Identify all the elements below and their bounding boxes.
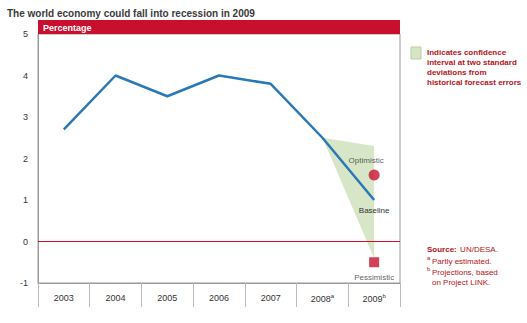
svg-text:UN/DESA.: UN/DESA. [460, 245, 498, 254]
svg-text:Pessimistic: Pessimistic [354, 273, 394, 282]
svg-text:a: a [427, 255, 431, 261]
svg-text:on Project LINK.: on Project LINK. [432, 278, 490, 287]
svg-text:1: 1 [23, 195, 28, 205]
svg-text:2008: 2008 [311, 294, 331, 304]
svg-text:2006: 2006 [209, 293, 229, 303]
svg-text:b: b [382, 293, 386, 299]
svg-text:The world economy could fall i: The world economy could fall into recess… [7, 8, 255, 19]
svg-text:-1: -1 [20, 278, 28, 288]
svg-text:2004: 2004 [106, 293, 126, 303]
svg-text:0: 0 [23, 237, 28, 247]
svg-text:4: 4 [23, 71, 28, 81]
svg-text:2: 2 [23, 154, 28, 164]
svg-text:deviations from: deviations from [427, 68, 489, 77]
svg-text:3: 3 [23, 112, 28, 122]
svg-text:2003: 2003 [54, 293, 74, 303]
svg-text:5: 5 [23, 29, 28, 39]
svg-text:Indicates confidence: Indicates confidence [427, 48, 508, 57]
svg-text:Partly estimated.: Partly estimated. [432, 257, 492, 266]
svg-text:a: a [331, 293, 335, 299]
svg-text:historical forecast errors: historical forecast errors [427, 78, 522, 87]
svg-text:2007: 2007 [261, 293, 281, 303]
svg-text:Projections, based: Projections, based [432, 268, 500, 277]
svg-text:interval at two standard: interval at two standard [427, 58, 519, 67]
svg-text:Optimistic: Optimistic [349, 156, 384, 165]
svg-text:2009: 2009 [362, 294, 382, 304]
svg-text:b: b [427, 266, 431, 272]
svg-text:Percentage: Percentage [43, 23, 92, 33]
svg-text:2005: 2005 [157, 293, 177, 303]
svg-text:Source:: Source: [427, 245, 457, 254]
svg-text:Baseline: Baseline [359, 206, 390, 215]
